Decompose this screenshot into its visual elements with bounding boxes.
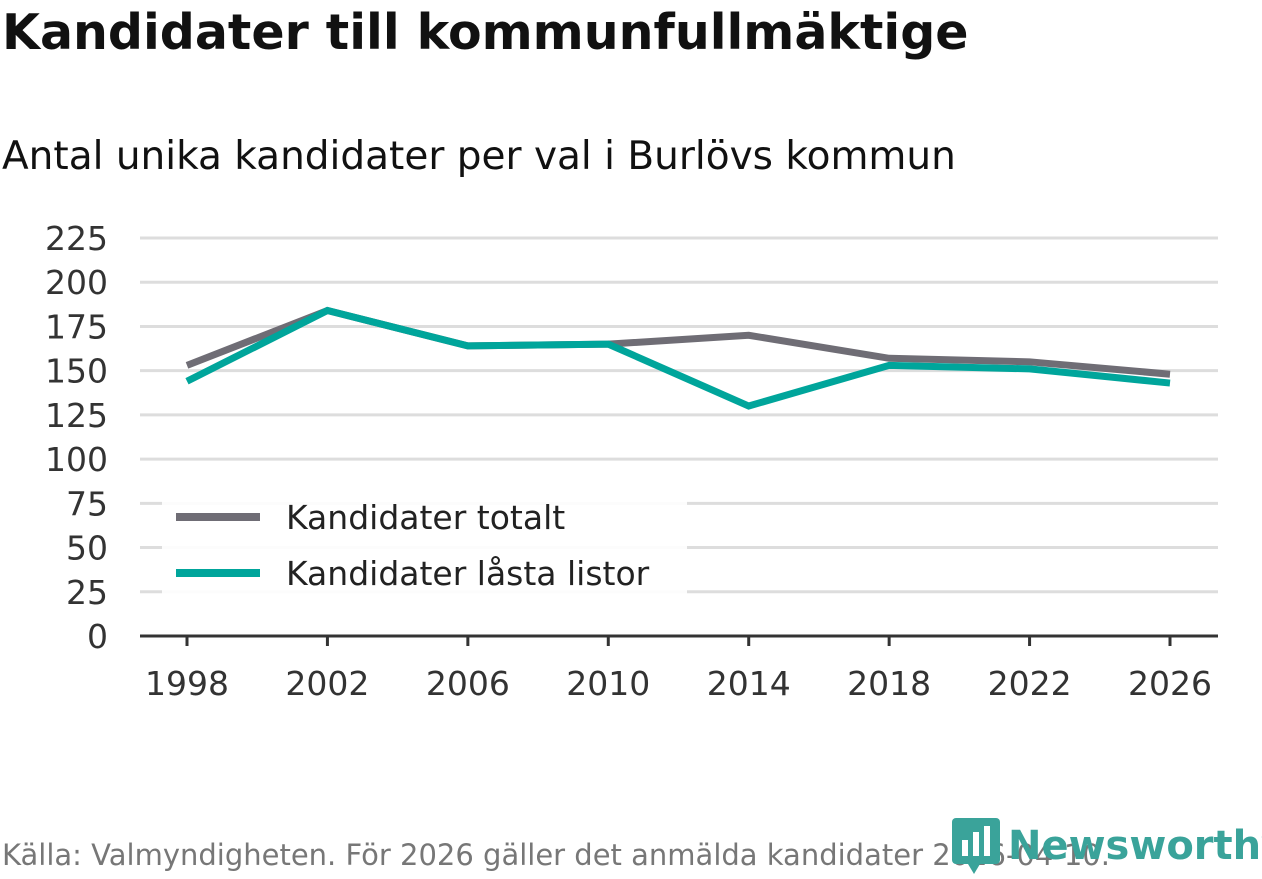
- x-tick-label: 2006: [426, 664, 510, 703]
- y-tick-label: 175: [45, 307, 108, 346]
- legend-label: Kandidater totalt: [286, 498, 565, 537]
- x-tick-label: 2014: [707, 664, 791, 703]
- source-note: Källa: Valmyndigheten. För 2026 gäller d…: [2, 838, 1110, 872]
- x-tick-label: 1998: [145, 664, 229, 703]
- chart-title: Kandidater till kommunfullmäktige: [2, 4, 969, 61]
- y-tick-label: 225: [45, 219, 108, 258]
- x-tick-label: 2002: [285, 664, 369, 703]
- y-tick-label: 125: [45, 396, 108, 435]
- y-tick-label: 25: [66, 573, 108, 612]
- chart-subtitle: Antal unika kandidater per val i Burlövs…: [2, 134, 956, 179]
- y-tick-label: 50: [66, 529, 108, 568]
- line-chart: 0 25 50 75 100 125 150 175 200 225 1998 2002 2006 201…: [45, 219, 1218, 703]
- y-tick-label: 200: [45, 263, 108, 302]
- x-tick-label: 2018: [847, 664, 931, 703]
- legend-label: Kandidater låsta listor: [286, 554, 650, 593]
- x-tick-label: 2022: [988, 664, 1072, 703]
- logo-icon: [952, 818, 1000, 874]
- x-tick-label: 2010: [566, 664, 650, 703]
- x-tick-label: 2026: [1128, 664, 1212, 703]
- logo-text: Newsworthy: [1008, 823, 1262, 869]
- y-tick-label: 0: [87, 617, 108, 656]
- newsworthy-logo: Newsworthy: [952, 818, 1262, 874]
- y-tick-label: 100: [45, 440, 108, 479]
- series-line-1: [185, 306, 1171, 410]
- y-tick-label: 75: [66, 484, 108, 523]
- series-line-0: [185, 306, 1171, 378]
- legend-box: [162, 495, 687, 595]
- y-tick-label: 150: [45, 352, 108, 391]
